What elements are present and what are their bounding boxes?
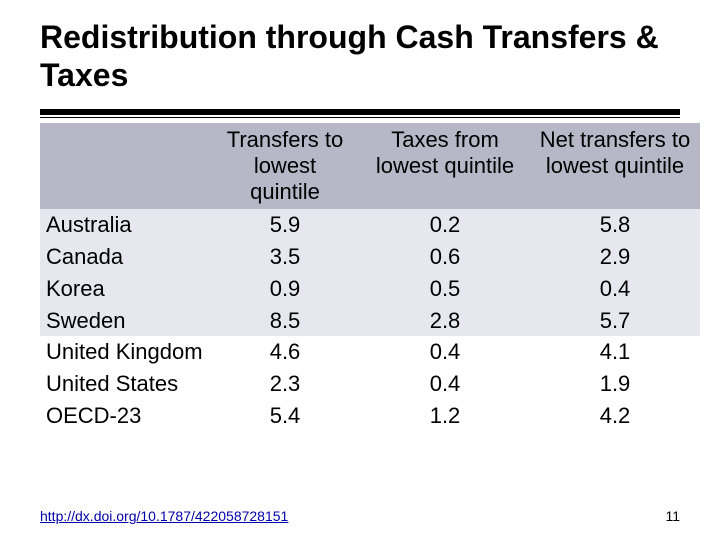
cell-transfers: 0.9 (210, 273, 360, 305)
col-header-taxes: Taxes from lowest quintile (360, 123, 530, 209)
cell-taxes: 0.4 (360, 336, 530, 368)
title-rule (40, 109, 680, 119)
cell-transfers: 3.5 (210, 241, 360, 273)
cell-country: Canada (40, 241, 210, 273)
cell-transfers: 8.5 (210, 305, 360, 337)
col-header-country (40, 123, 210, 209)
cell-transfers: 2.3 (210, 368, 360, 400)
cell-taxes: 0.6 (360, 241, 530, 273)
col-header-transfers: Transfers to lowest quintile (210, 123, 360, 209)
cell-taxes: 0.2 (360, 209, 530, 241)
cell-transfers: 4.6 (210, 336, 360, 368)
cell-net: 4.2 (530, 400, 700, 432)
cell-taxes: 1.2 (360, 400, 530, 432)
cell-country: United States (40, 368, 210, 400)
table-row: OECD-23 5.4 1.2 4.2 (40, 400, 700, 432)
cell-country: OECD-23 (40, 400, 210, 432)
page-title: Redistribution through Cash Transfers & … (0, 0, 720, 103)
cell-transfers: 5.4 (210, 400, 360, 432)
table-row: Sweden 8.5 2.8 5.7 (40, 305, 700, 337)
table-header-row: Transfers to lowest quintile Taxes from … (40, 123, 700, 209)
cell-net: 5.7 (530, 305, 700, 337)
cell-country: Korea (40, 273, 210, 305)
source-link[interactable]: http://dx.doi.org/10.1787/422058728151 (40, 508, 288, 524)
cell-net: 4.1 (530, 336, 700, 368)
cell-country: United Kingdom (40, 336, 210, 368)
cell-net: 0.4 (530, 273, 700, 305)
cell-transfers: 5.9 (210, 209, 360, 241)
cell-country: Sweden (40, 305, 210, 337)
data-table: Transfers to lowest quintile Taxes from … (40, 123, 680, 433)
table-row: Canada 3.5 0.6 2.9 (40, 241, 700, 273)
table-row: Australia 5.9 0.2 5.8 (40, 209, 700, 241)
cell-country: Australia (40, 209, 210, 241)
cell-taxes: 0.4 (360, 368, 530, 400)
cell-net: 1.9 (530, 368, 700, 400)
cell-taxes: 2.8 (360, 305, 530, 337)
col-header-net: Net transfers to lowest quintile (530, 123, 700, 209)
cell-net: 5.8 (530, 209, 700, 241)
cell-net: 2.9 (530, 241, 700, 273)
page-number: 11 (665, 508, 680, 524)
table-row: United States 2.3 0.4 1.9 (40, 368, 700, 400)
table-row: Korea 0.9 0.5 0.4 (40, 273, 700, 305)
cell-taxes: 0.5 (360, 273, 530, 305)
table-row: United Kingdom 4.6 0.4 4.1 (40, 336, 700, 368)
